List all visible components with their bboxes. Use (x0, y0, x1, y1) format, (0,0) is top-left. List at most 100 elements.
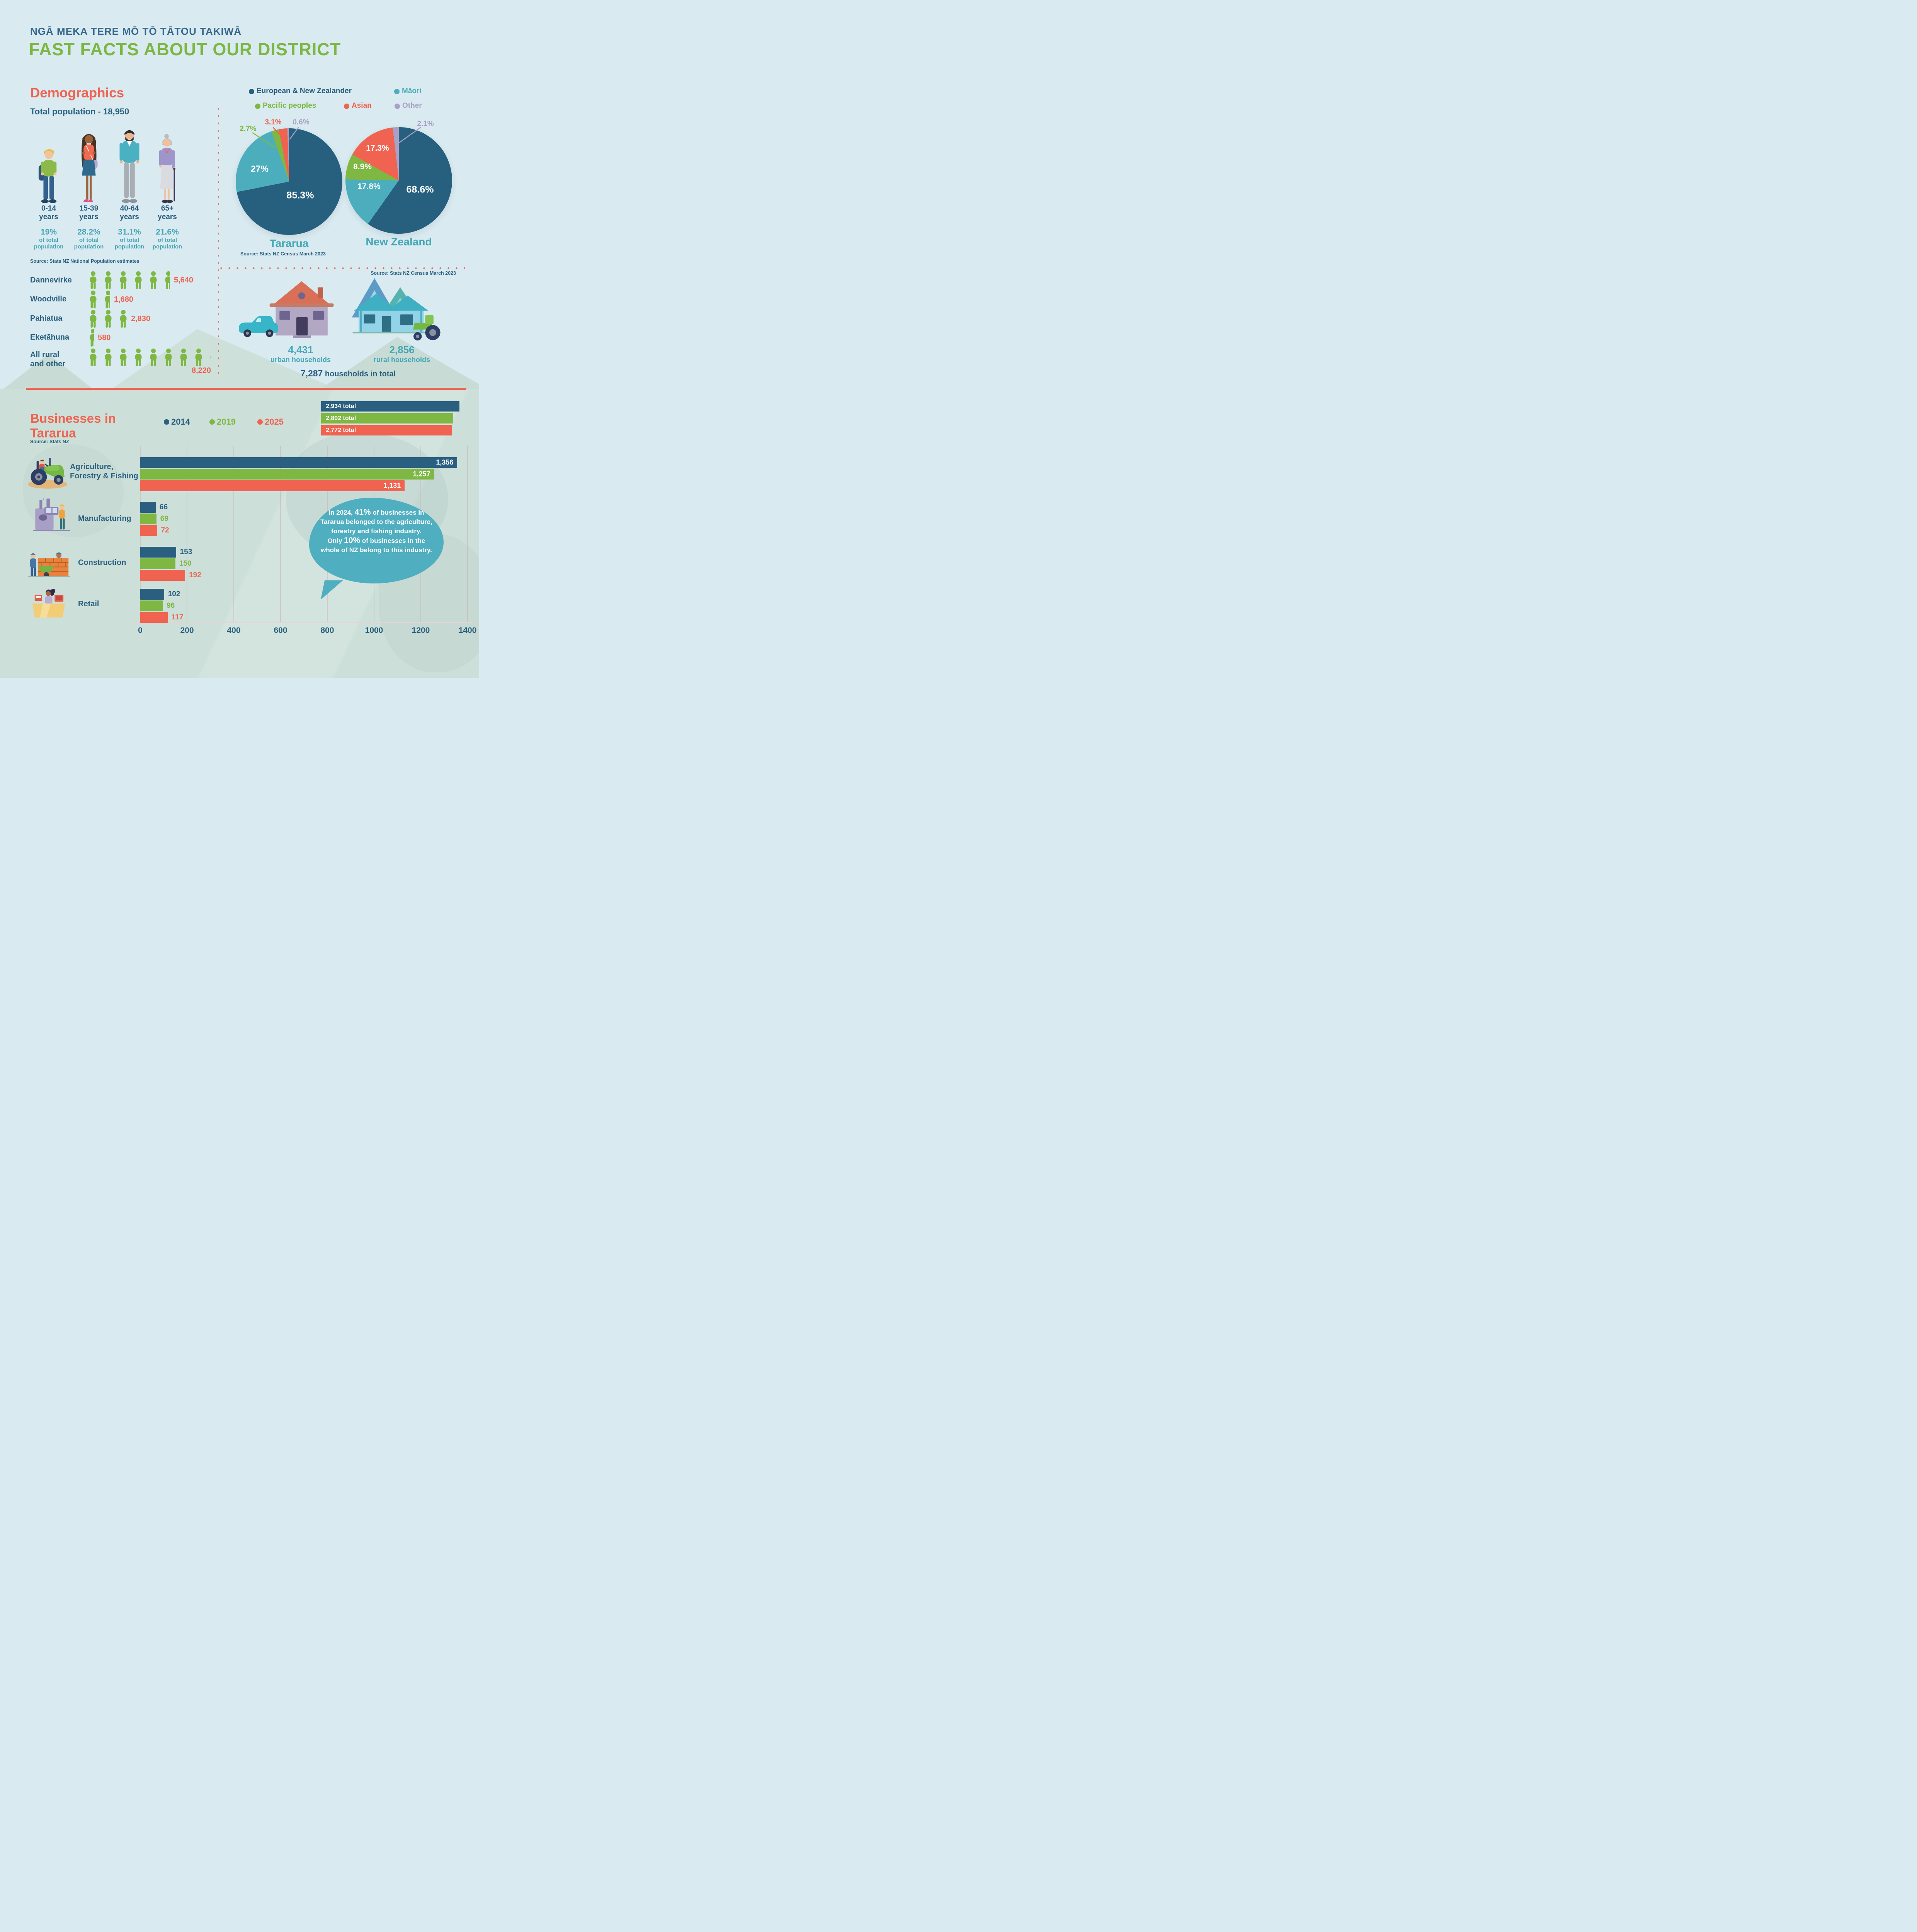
town-value-pahiatua: 2,830 (131, 315, 151, 323)
pie-label: 2.1% (417, 120, 434, 128)
age-unit: years (39, 213, 58, 221)
town-label-dannevirke: Dannevirke (30, 276, 72, 284)
person-icon (120, 349, 127, 366)
age-percent: 28.2% (77, 228, 100, 236)
total-households-label: households in total (323, 370, 396, 378)
rural-house-illustration (352, 278, 441, 341)
legend-label-2019: 2019 (217, 417, 236, 427)
bar-manufacturing-2025: 72 (140, 525, 169, 536)
pie-leader-lines (252, 127, 421, 148)
town-value-rural: 8,220 (192, 366, 211, 375)
age-suffix: population (74, 243, 104, 250)
person-icon (165, 349, 172, 366)
town-value-dannevirke: 5,640 (174, 276, 194, 284)
businesses-heading: Businesses in Tararua (30, 411, 116, 440)
person-icon (165, 271, 170, 289)
bar-agriculture-2019: 1,257 (140, 469, 434, 480)
age-range: 40-64 (120, 204, 139, 213)
urban-house-illustration (239, 281, 334, 338)
age-suffix: of total (39, 237, 58, 243)
vertical-dotted-divider (217, 105, 220, 376)
callout-segment: In 2024, (328, 509, 355, 516)
x-axis-tick: 600 (274, 626, 287, 635)
bar-value-label: 72 (161, 526, 169, 534)
total-bar-label: 2,772 total (326, 427, 356, 434)
x-axis-tick: 1200 (412, 626, 430, 635)
bar-construction-2014: 153 (140, 547, 192, 558)
infographic-page: NGĀ MEKA TERE MŌ TŌ TĀTOU TAKIWĀ FAST FA… (0, 0, 479, 678)
bar-value-label: 1,257 (413, 470, 430, 478)
callout-speech-bubble: In 2024, 41% of businesses in Tararua be… (309, 498, 444, 600)
legend-label-2014: 2014 (171, 417, 190, 427)
legend-dot-asian (344, 104, 349, 109)
horizontal-dotted-divider (217, 267, 465, 270)
partial-person-icon (87, 329, 94, 347)
category-label-agriculture: Agriculture, Forestry & Fishing (70, 462, 138, 481)
age-percent: 21.6% (156, 228, 179, 236)
legend-label-asian: Asian (352, 102, 372, 110)
partial-person-icon (208, 349, 211, 366)
bar-group-retail: 102 96 117 (140, 589, 468, 624)
age-group-0-14: 0-14 years 19% of total population (25, 204, 73, 250)
pictogram-rural (87, 349, 211, 367)
bar-value-label: 153 (180, 548, 192, 556)
town-label-woodville: Woodville (30, 295, 67, 303)
age-group-40-64: 40-64 years 31.1% of total population (105, 204, 153, 250)
total-bar-label: 2,802 total (326, 415, 356, 422)
page-kicker-maori: NGĀ MEKA TERE MŌ TŌ TĀTOU TAKIWĀ (30, 26, 242, 37)
person-icon (90, 329, 94, 347)
pie-label: 68.6% (406, 184, 434, 195)
bar-value-label: 192 (189, 571, 201, 579)
legend-dot-maori (394, 89, 400, 94)
nz-pie-title: New Zealand (366, 236, 432, 248)
retail-icon (32, 588, 65, 618)
town-label-eketahuna: Eketāhuna (30, 333, 70, 342)
urban-households-label: urban households (270, 356, 331, 364)
bar-group-agriculture: 1,356 1,257 1,131 (140, 457, 468, 492)
construction-icon (27, 552, 70, 578)
age-range: 15-39 (79, 204, 99, 213)
bar-agriculture-2014: 1,356 (140, 457, 458, 468)
man-figure-illustration (119, 130, 139, 203)
total-bar-2025: 2,772 total (321, 425, 452, 435)
bar-value-label: 96 (167, 602, 175, 610)
rural-households-value: 2,856 (389, 344, 415, 355)
bar-value-label: 102 (168, 590, 180, 598)
town-label-line: and other (30, 360, 66, 368)
town-label-line: All rural (30, 350, 60, 359)
pictogram-woodville (87, 291, 111, 309)
person-icon (105, 349, 112, 366)
category-label-line: Agriculture, (70, 463, 114, 471)
person-icon (135, 349, 142, 366)
bar-manufacturing-2019: 69 (140, 514, 168, 524)
boy-figure-illustration (38, 149, 57, 203)
pictogram-pahiatua (87, 310, 127, 328)
pie-label: 17.3% (366, 144, 389, 153)
total-bar-2019: 2,802 total (321, 413, 453, 423)
rural-households-label: rural households (373, 356, 430, 364)
pie-label: 3.1% (265, 118, 282, 126)
pie-label: 0.6% (293, 118, 310, 126)
callout-10-percent: 10% (344, 536, 361, 545)
bar-retail-2025: 117 (140, 612, 183, 623)
bar-value-label: 1,131 (383, 481, 401, 490)
gridline (467, 446, 468, 623)
legend-dot-2014 (164, 419, 169, 425)
manufacturing-icon (33, 498, 71, 531)
legend-dot-2019 (209, 419, 215, 425)
pie-label: 8.9% (353, 162, 372, 171)
age-unit: years (79, 213, 99, 221)
person-icon (195, 349, 202, 366)
bar-group-manufacturing: 66 69 72 (140, 502, 468, 537)
age-suffix: of total (158, 237, 177, 243)
pie-label: 27% (250, 163, 269, 174)
person-icon (120, 310, 127, 328)
age-suffix: population (152, 243, 182, 250)
x-axis-baseline (131, 622, 473, 623)
bar-retail-2014: 102 (140, 589, 180, 600)
page-title: FAST FACTS ABOUT OUR DISTRICT (29, 39, 341, 59)
demographics-heading: Demographics (30, 85, 124, 100)
person-icon (150, 349, 157, 366)
tararua-ethnicity-pie (236, 128, 342, 235)
bar-value-label: 117 (171, 613, 184, 621)
